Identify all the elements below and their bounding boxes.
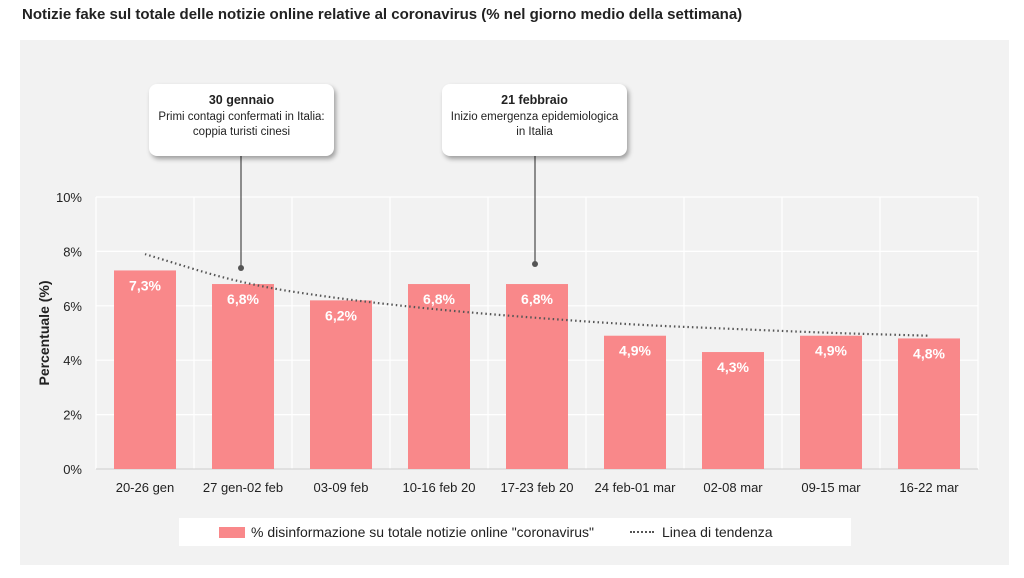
y-tick-label: 4% (63, 353, 82, 368)
data-label: 6,8% (423, 291, 455, 307)
data-label: 4,8% (913, 345, 945, 361)
bar (702, 352, 764, 469)
data-label: 6,2% (325, 307, 357, 323)
chart-legend: % disinformazione su totale notizie onli… (179, 518, 851, 546)
data-label: 7,3% (129, 277, 161, 293)
y-tick-label: 8% (63, 244, 82, 259)
bar (800, 335, 862, 469)
callout-body: Inizio emergenza epidemiologica in Itali… (450, 111, 619, 138)
callout-title: 21 febbraio (501, 93, 568, 107)
callout-30-gennaio: 30 gennaio Primi contagi confermati in I… (149, 84, 334, 156)
legend-trend-swatch (630, 531, 655, 533)
legend-bar-swatch (219, 526, 245, 538)
y-tick-label: 6% (63, 299, 82, 314)
bar (604, 335, 666, 469)
callout-pointer-dot (238, 265, 244, 272)
chart-title: Notizie fake sul totale delle notizie on… (22, 6, 743, 23)
bar (898, 338, 960, 469)
x-tick-label: 17-23 feb 20 (500, 480, 573, 495)
x-tick-label: 27 gen-02 feb (203, 480, 283, 495)
data-label: 6,8% (227, 291, 259, 307)
data-label: 4,9% (815, 343, 847, 359)
callout-pointer-dot (532, 261, 538, 268)
bar (310, 300, 372, 469)
legend-trend-label: Linea di tendenza (662, 524, 773, 540)
bar (212, 284, 274, 469)
legend-bar-label: % disinformazione su totale notizie onli… (251, 524, 595, 540)
y-tick-label: 2% (63, 408, 82, 423)
data-label: 4,3% (717, 359, 749, 375)
bar (506, 284, 568, 469)
x-tick-label: 16-22 mar (899, 480, 959, 495)
y-tick-label: 0% (63, 462, 82, 477)
data-label: 4,9% (619, 343, 651, 359)
x-tick-label: 10-16 feb 20 (402, 480, 475, 495)
callout-title: 30 gennaio (208, 93, 275, 107)
y-axis-title: Percentuale (%) (36, 280, 52, 385)
callout-21-febbraio: 21 febbraio Inizio emergenza epidemiolog… (442, 84, 627, 156)
x-tick-label: 09-15 mar (801, 480, 861, 495)
bar (114, 270, 176, 469)
x-tick-label: 24 feb-01 mar (595, 480, 677, 495)
bar (408, 284, 470, 469)
x-tick-label: 02-08 mar (703, 480, 763, 495)
callout-body: Primi contagi confermati in Italia: copp… (158, 111, 325, 138)
y-tick-label: 10% (56, 190, 82, 205)
data-label: 6,8% (521, 291, 553, 307)
x-tick-label: 20-26 gen (116, 480, 175, 495)
x-tick-label: 03-09 feb (314, 480, 369, 495)
